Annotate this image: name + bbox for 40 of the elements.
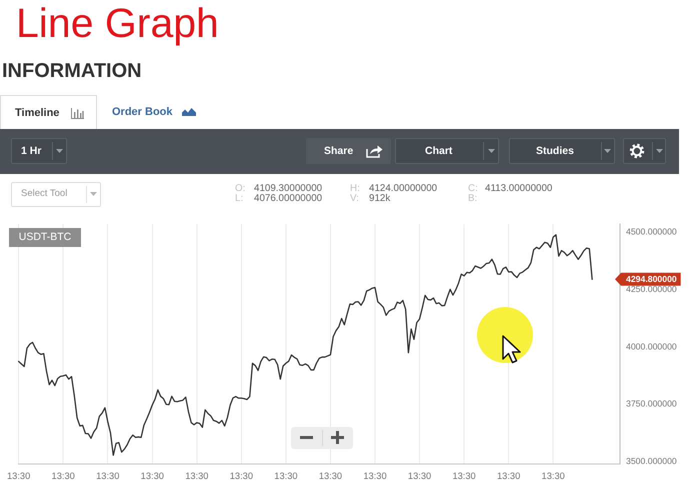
x-tick-label: 13:30 [318,471,342,482]
studies-dropdown: Studies [509,138,615,164]
x-tick-label: 13:30 [274,471,298,482]
text: 4294.800000 [626,274,677,284]
x-tick-label: 13:30 [7,471,30,482]
y-tick-label: 3750.000000 [626,398,677,409]
text: 4109.30000000 [254,183,322,194]
share-button: Share [306,138,391,164]
chart-type-dropdown: Chart [395,138,499,164]
y-tick-label: 4000.000000 [626,341,677,352]
x-tick-label: 13:30 [452,471,476,482]
text: O: [235,183,246,194]
text: H: [350,183,360,194]
text: L: [235,193,244,204]
text: 4113.00000000 [485,183,552,194]
x-tick-label: 13:30 [230,471,253,482]
text: 4124.00000000 [369,183,438,194]
x-tick-label: 13:30 [542,471,565,482]
y-tick-label: 4500.000000 [626,226,677,237]
text: B: [468,193,478,204]
x-tick-label: 13:30 [52,471,75,482]
timeframe-dropdown: 1 Hr [11,138,67,164]
text: 912k [369,193,390,204]
chart-subtitle: INFORMATION [2,60,142,82]
timeline-tab: Timeline [0,95,97,130]
text: Order Book [112,106,173,118]
x-tick-label: 13:30 [497,471,520,482]
y-tick-label: 4250.000000 [626,284,677,294]
text: 4076.00000000 [254,193,322,204]
text: V: [350,193,359,204]
x-tick-label: 13:30 [363,471,387,482]
x-tick-label: 13:30 [140,471,164,482]
annotation: USDT-BTC [9,228,81,247]
x-tick-label: 13:30 [96,471,120,482]
x-tick-label: 13:30 [185,471,208,482]
x-tick-label: 13:30 [408,471,432,482]
y-tick-label: 3500.000000 [626,456,677,466]
tool-dropdown: Select Tool [11,182,101,207]
chart-title: Line Graph [16,0,219,46]
text: C: [468,183,478,194]
